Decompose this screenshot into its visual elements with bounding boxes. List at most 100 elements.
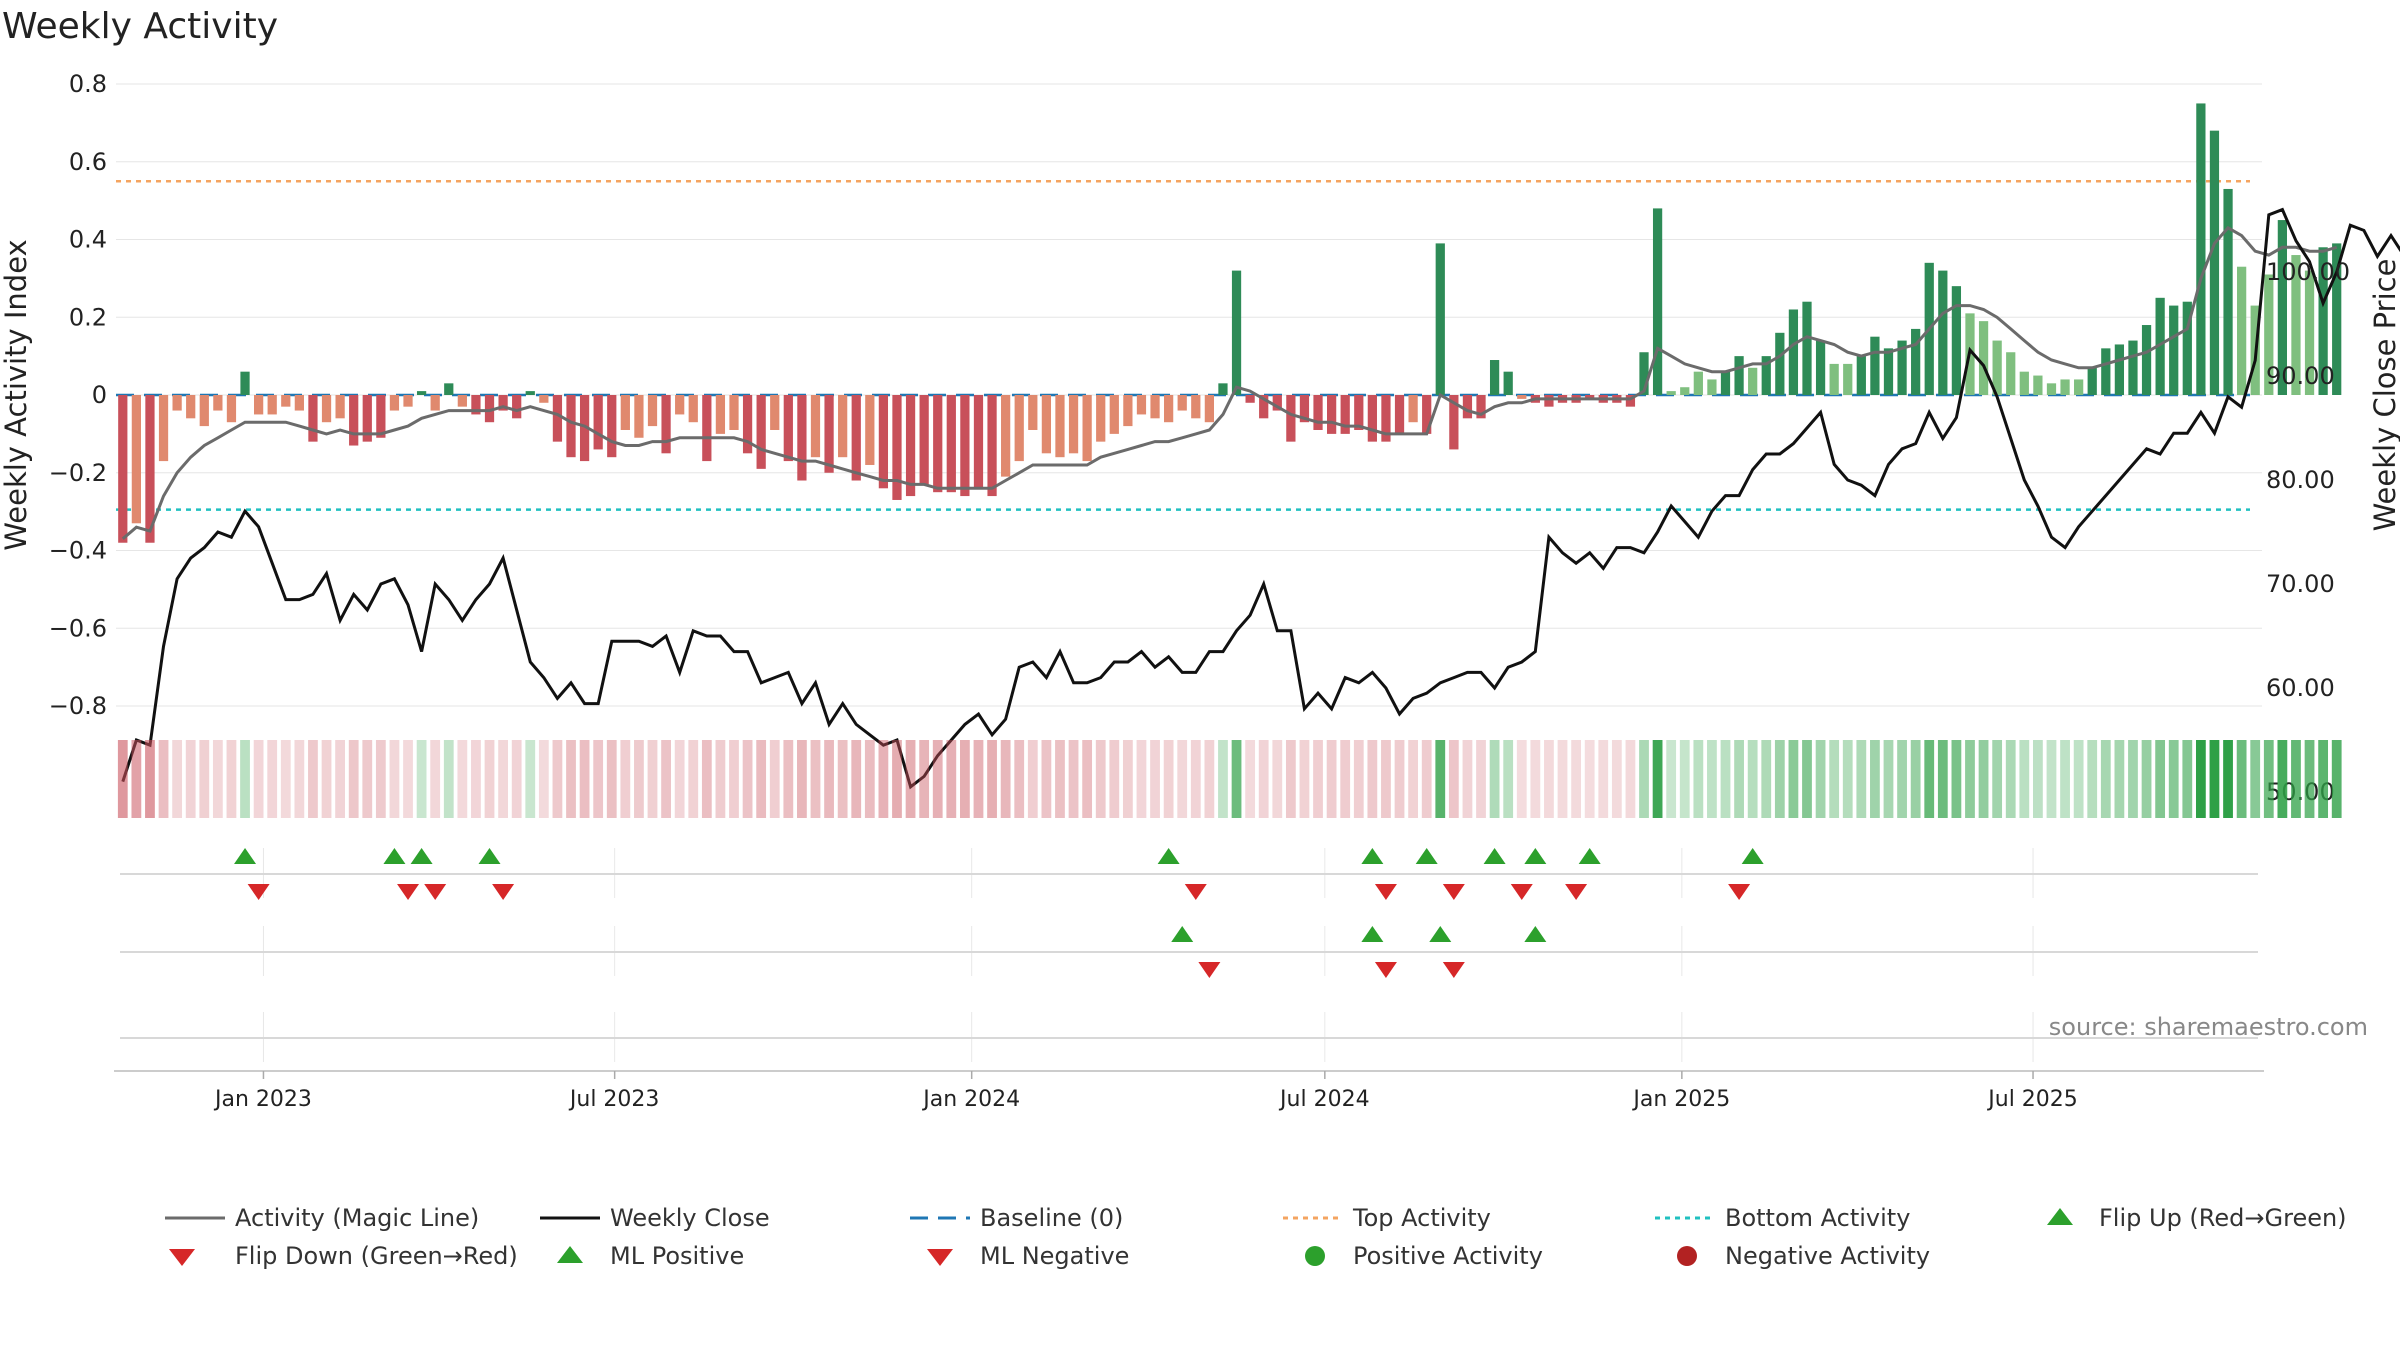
heat-cell [1218,740,1228,818]
heat-cell [2209,740,2220,818]
activity-bar [1544,395,1554,407]
activity-bar [444,383,454,395]
activity-bar [2019,371,2029,395]
activity-bar [2169,305,2179,395]
legend-label: Activity (Magic Line) [235,1204,479,1232]
heat-cell [2141,740,2152,818]
x-tick-label: Jan 2024 [921,1087,1020,1112]
heat-cell [1353,740,1364,818]
left-axis-ticks: 0.8 0.6 0.4 0.2 0 −0.2 −0.4 −0.6 −0.8 [49,70,107,720]
heat-cell [2331,740,2342,818]
activity-bar [1354,395,1364,430]
heat-cell [457,740,468,818]
heat-cell [362,740,373,818]
y2-tick-label: 90.00 [2266,362,2335,390]
activity-bar [1028,395,1038,430]
activity-bar [349,395,359,446]
activity-bar [1815,340,1826,395]
legend-label: ML Negative [980,1242,1129,1270]
heat-cell [1299,740,1310,818]
flip-up-marker [1361,848,1384,864]
activity-bar [471,395,481,415]
activity-bar [158,395,169,462]
heat-cell [1000,740,1011,818]
heat-cell [1856,740,1867,818]
activity-bar [1680,387,1690,395]
activity-bar [593,395,603,450]
activity-bar [335,395,345,419]
heat-cell [715,740,726,818]
activity-bar [1951,286,1962,395]
red-down-triangle-icon [927,1249,953,1266]
flip-up-marker [478,848,501,864]
activity-bar [1978,321,1989,395]
activity-bar [1870,336,1880,395]
activity-bar [1367,395,1377,442]
heat-cell [253,740,264,818]
activity-bar [933,395,943,493]
heat-cell [403,740,413,818]
activity-bar [1299,395,1310,423]
ml-positive-marker [1429,926,1452,942]
activity-bar [1748,367,1758,395]
activity-bar [838,395,848,458]
activity-bar [824,395,834,473]
heat-cell [280,740,291,818]
activity-bar [1856,356,1866,396]
heat-cell [1095,740,1106,818]
activity-bar [1652,208,1663,395]
activity-bar [240,371,250,395]
heat-cell [1272,740,1283,818]
heat-cell [1842,740,1853,818]
activity-heat-strip [117,740,2342,818]
activity-bar [2155,297,2165,395]
activity-bar [376,395,386,438]
heat-cell [1897,740,1907,818]
heat-cell [2182,740,2193,818]
activity-bar [2196,103,2206,395]
activity-bar [973,395,984,489]
heat-cell [1829,740,1840,818]
activity-bar [172,395,182,411]
heat-cell [2223,740,2233,818]
activity-bar [131,395,141,524]
heat-cell [185,740,196,818]
x-axis: Jan 2023 Jul 2023 Jan 2024 Jul 2024 Jan 2025… [114,1070,2264,1112]
activity-bar [1585,395,1595,399]
legend-label: Bottom Activity [1725,1204,1910,1232]
source-label: source: sharemaestro.com [2049,1013,2368,1041]
activity-bar [661,395,671,454]
heat-cell [1571,740,1581,818]
heat-cell [2155,740,2166,818]
y-tick-label: 0.2 [69,303,107,331]
activity-bar [1734,356,1744,396]
heat-cell [1761,740,1772,818]
flip-down-marker [1565,884,1588,900]
heat-cell [2168,740,2179,818]
activity-bar [512,395,522,419]
activity-bar [1164,395,1174,423]
activity-bar [2264,274,2274,395]
heat-cell [1584,740,1595,818]
heat-cell [1788,740,1799,818]
heat-cell [1598,740,1609,818]
activity-bar [1693,371,1703,395]
heat-cell [1394,740,1405,818]
activity-bar [1408,395,1418,423]
activity-bar [1829,363,1839,395]
heat-cell [2060,740,2070,818]
heat-cell [2236,740,2247,818]
activity-bar [1992,340,2002,395]
legend-label: Top Activity [1352,1204,1491,1232]
heat-cell [579,740,590,818]
heat-cell [606,740,617,818]
activity-bar [1218,383,1228,395]
activity-bar [742,395,753,454]
heat-cell [864,740,875,818]
heat-cell [1883,740,1894,818]
heat-cell [1326,740,1337,818]
activity-bar [607,395,617,458]
heat-cell [525,740,536,818]
activity-bar [2087,367,2097,395]
heat-cell [1544,740,1554,818]
